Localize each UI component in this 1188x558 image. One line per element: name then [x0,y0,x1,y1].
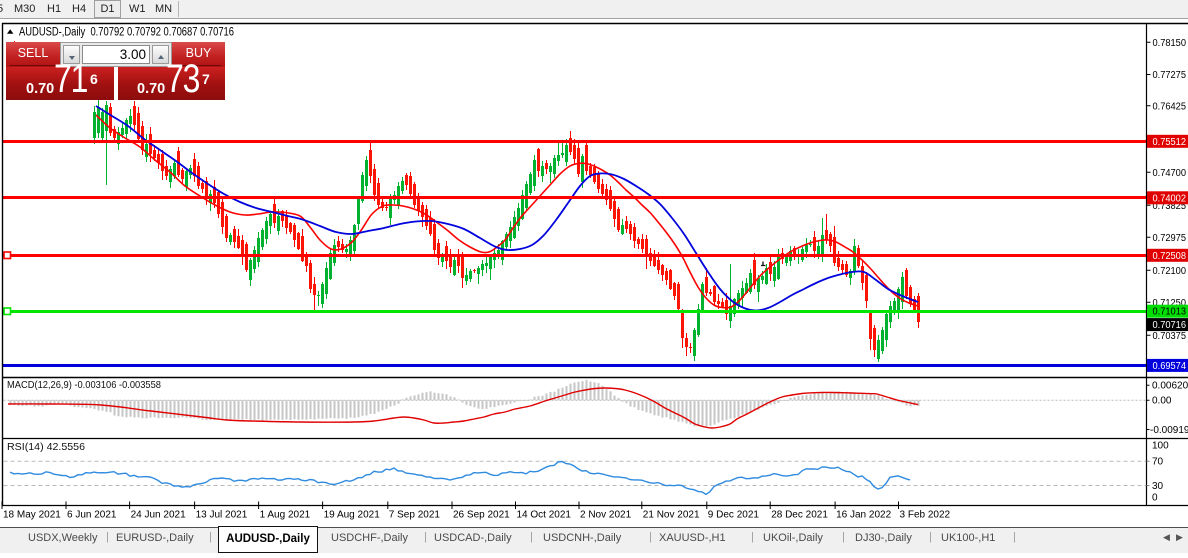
svg-text:0.006201: 0.006201 [1152,381,1188,392]
svg-text:16 Jan 2022: 16 Jan 2022 [836,510,891,521]
svg-text:0.72975: 0.72975 [1153,233,1187,244]
svg-text:0.73825: 0.73825 [1153,201,1187,212]
svg-text:0.78150: 0.78150 [1153,38,1187,49]
svg-text:0.74700: 0.74700 [1153,168,1187,179]
svg-text:MACD(12,26,9) -0.003106 -0.003: MACD(12,26,9) -0.003106 -0.003558 [7,379,161,391]
svg-text:19 Aug 2021: 19 Aug 2021 [324,510,381,521]
svg-text:0.00: 0.00 [1152,396,1172,407]
svg-text:70: 70 [1152,457,1164,468]
svg-text:100: 100 [1152,441,1169,452]
svg-text:0.77275: 0.77275 [1153,70,1187,81]
svg-text:RSI(14) 42.5556: RSI(14) 42.5556 [7,441,85,453]
svg-text:7 Sep 2021: 7 Sep 2021 [389,510,441,521]
svg-text:0.76425: 0.76425 [1153,101,1187,112]
svg-text:0.72508: 0.72508 [1153,251,1187,262]
svg-text:24 Jun 2021: 24 Jun 2021 [131,510,186,521]
svg-text:0.70716: 0.70716 [1153,320,1187,331]
svg-text:AUDUSD-,Daily 0.70792 0.70792: AUDUSD-,Daily 0.70792 0.70792 0.70687 0.… [19,27,234,39]
svg-text:0.71250: 0.71250 [1153,298,1187,309]
svg-text:6 Jun 2021: 6 Jun 2021 [67,510,117,521]
svg-text:0.69574: 0.69574 [1153,361,1187,372]
svg-text:14 Oct 2021: 14 Oct 2021 [517,510,572,521]
svg-text:2 Nov 2021: 2 Nov 2021 [580,510,632,521]
svg-text:18 May 2021: 18 May 2021 [3,510,61,521]
svg-text:0.74002: 0.74002 [1153,193,1187,204]
svg-text:21 Nov 2021: 21 Nov 2021 [643,510,700,521]
svg-text:13 Jul 2021: 13 Jul 2021 [196,510,248,521]
svg-text:0.72100: 0.72100 [1153,266,1187,277]
svg-text:-0.009190: -0.009190 [1150,425,1188,436]
svg-text:0.75512: 0.75512 [1153,137,1187,148]
svg-text:0.70375: 0.70375 [1153,331,1187,342]
svg-text:3 Feb 2022: 3 Feb 2022 [900,510,951,521]
svg-text:30: 30 [1152,481,1164,492]
svg-text:9 Dec 2021: 9 Dec 2021 [708,510,760,521]
svg-text:28 Dec 2021: 28 Dec 2021 [771,510,828,521]
svg-text:0.71013: 0.71013 [1153,307,1187,318]
svg-text:1 Aug 2021: 1 Aug 2021 [260,510,311,521]
svg-text:0: 0 [1152,492,1158,503]
svg-text:26 Sep 2021: 26 Sep 2021 [453,510,510,521]
